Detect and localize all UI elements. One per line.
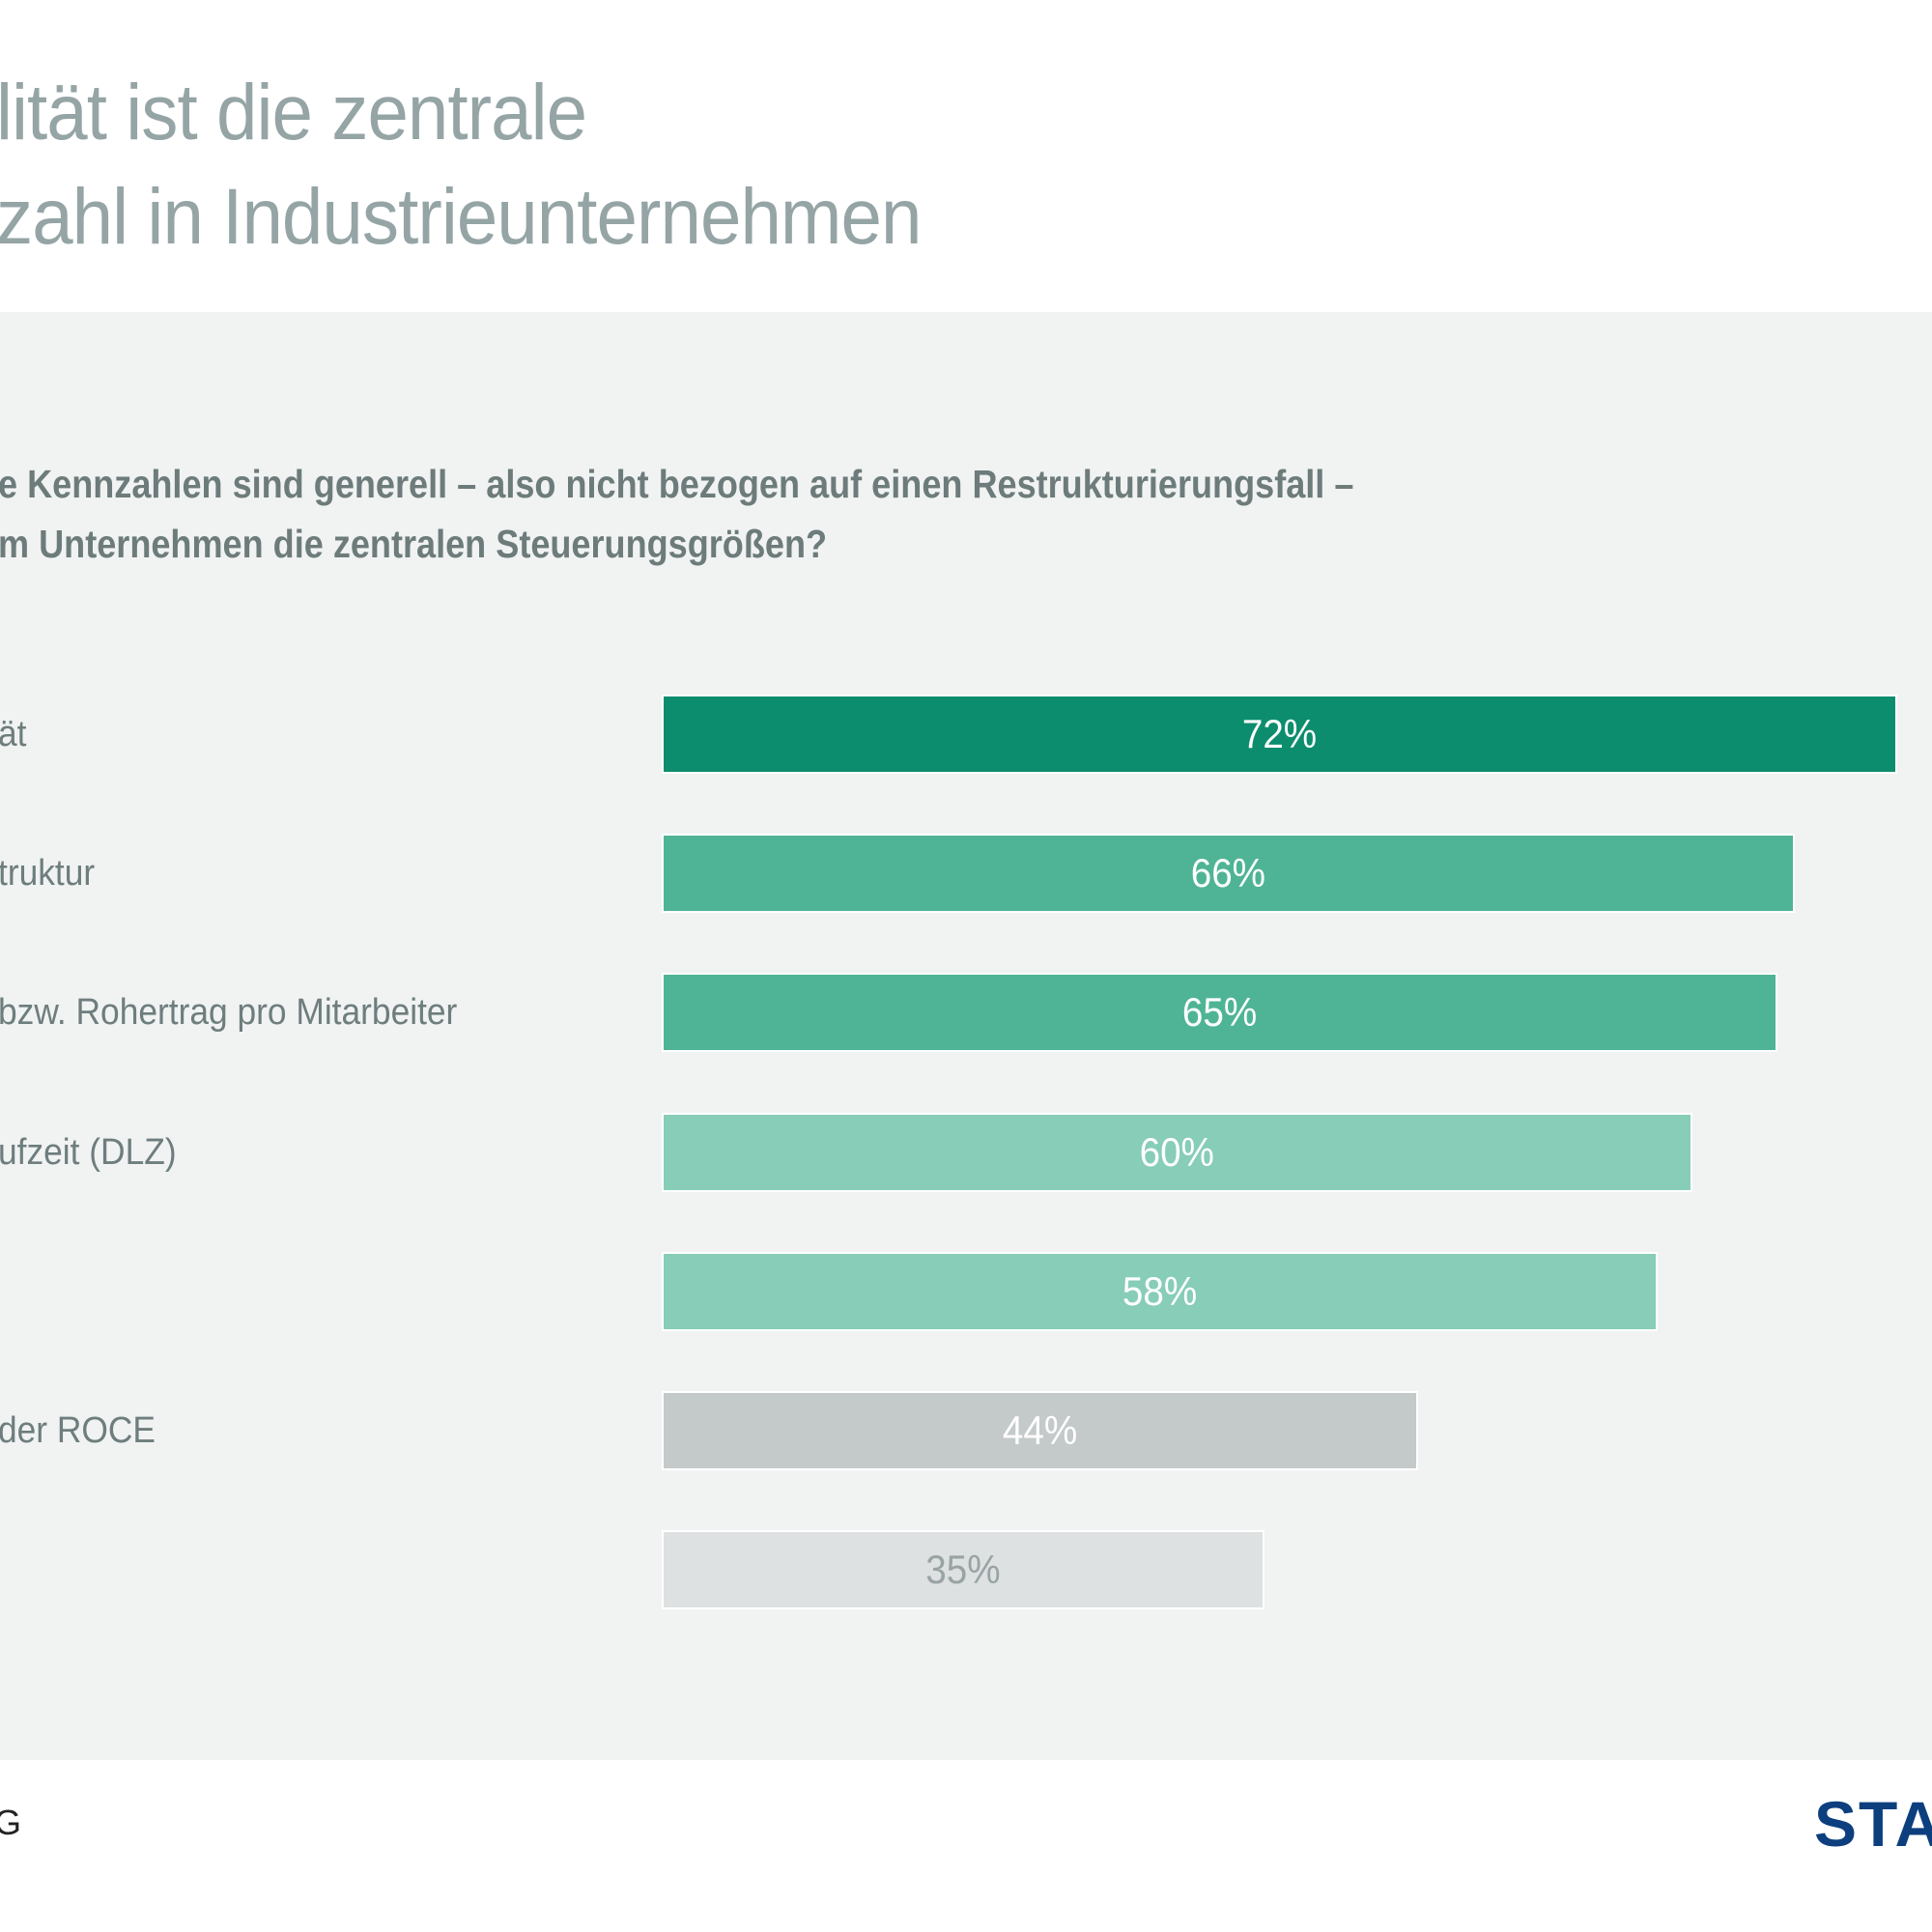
category-label: der ROCE — [0, 1410, 156, 1451]
bar — [664, 696, 1895, 772]
category-label: ufzeit (DLZ) — [0, 1131, 177, 1173]
bar-value-label: 44% — [1002, 1407, 1078, 1453]
company-logo: STA — [1814, 1788, 1932, 1860]
category-label: ät — [0, 714, 27, 754]
question-line-2: m Unternehmen die zentralen Steuerungsgr… — [0, 522, 828, 566]
page-title-line-1: lität ist die zentrale — [0, 69, 587, 156]
footer-text: G — [0, 1803, 22, 1842]
bar — [664, 1393, 1417, 1468]
bar — [664, 1253, 1657, 1329]
bar-value-label: 65% — [1181, 989, 1258, 1036]
bar-value-label: 58% — [1122, 1267, 1198, 1314]
bar — [664, 1532, 1263, 1608]
bar-value-label: 72% — [1241, 711, 1318, 756]
bar-value-label: 35% — [925, 1547, 1001, 1593]
category-label: bzw. Rohertrag pro Mitarbeiter — [0, 992, 458, 1034]
page-title-line-2: zahl in Industrieunternehmen — [0, 173, 922, 261]
bar-value-label: 60% — [1139, 1128, 1214, 1175]
bar — [664, 836, 1793, 912]
bar — [664, 1114, 1690, 1190]
category-label: truktur — [0, 853, 96, 895]
question-line-1: e Kennzahlen sind generell – also nicht … — [0, 462, 1354, 506]
bar — [664, 975, 1776, 1051]
bar-value-label: 66% — [1190, 850, 1266, 896]
